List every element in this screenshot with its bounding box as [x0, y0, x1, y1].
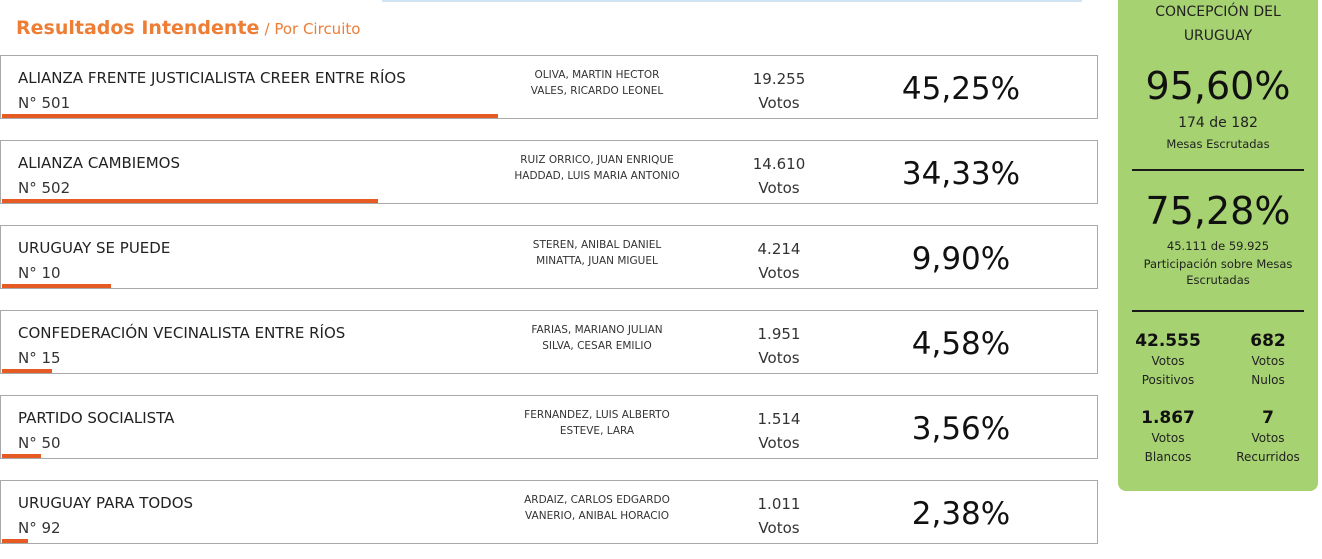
location-name: CONCEPCIÓN DEL URUGUAY: [1155, 4, 1281, 44]
party-name: CONFEDERACIÓN VECINALISTA ENTRE RÍOS: [18, 324, 346, 342]
party-name: PARTIDO SOCIALISTA: [18, 409, 175, 427]
votes-count: 19.255 Votos: [729, 67, 829, 115]
party-name: URUGUAY SE PUEDE: [18, 239, 171, 257]
votos-recurridos: 7 Votos Recurridos: [1218, 407, 1318, 467]
stat-value: 1.867: [1141, 408, 1195, 428]
list-number: N° 50: [18, 434, 61, 452]
summary-divider: [1132, 169, 1304, 171]
vote-percentage: 9,90%: [911, 241, 1011, 277]
result-row[interactable]: ALIANZA FRENTE JUSTICIALISTA CREER ENTRE…: [0, 55, 1098, 119]
candidates: STEREN, ANIBAL DANIEL MINATTA, JUAN MIGU…: [497, 237, 697, 269]
candidates: RUIZ ORRICO, JUAN ENRIQUE HADDAD, LUIS M…: [497, 152, 697, 184]
votes-value: 1.011: [757, 495, 801, 513]
stat-label: Votos: [1251, 431, 1285, 445]
candidates: ARDAIZ, CARLOS EDGARDO VANERIO, ANIBAL H…: [497, 492, 697, 524]
votes-count: 1.514 Votos: [729, 407, 829, 455]
percentage-bar: [2, 114, 498, 118]
candidate-secondary: SILVA, CESAR EMILIO: [542, 340, 652, 352]
votes-label: Votos: [758, 264, 800, 282]
stat-label: Nulos: [1251, 373, 1285, 387]
title-subtitle: / Por Circuito: [264, 20, 361, 38]
candidates: FARIAS, MARIANO JULIAN SILVA, CESAR EMIL…: [497, 322, 697, 354]
stat-value: 7: [1262, 408, 1274, 428]
votes-value: 1.951: [757, 325, 801, 343]
stat-label: Recurridos: [1236, 450, 1300, 464]
result-row[interactable]: URUGUAY SE PUEDE N° 10 STEREN, ANIBAL DA…: [0, 225, 1098, 289]
vote-percentage: 3,56%: [911, 411, 1011, 447]
votes-count: 4.214 Votos: [729, 237, 829, 285]
vote-percentage: 45,25%: [901, 71, 1021, 107]
candidate-secondary: HADDAD, LUIS MARIA ANTONIO: [514, 170, 680, 182]
votes-label: Votos: [758, 349, 800, 367]
page-title: Resultados Intendente / Por Circuito: [16, 17, 360, 39]
percentage-bar: [2, 284, 111, 288]
votes-label: Votos: [758, 94, 800, 112]
vote-percentage: 2,38%: [911, 496, 1011, 532]
result-row[interactable]: PARTIDO SOCIALISTA N° 50 FERNANDEZ, LUIS…: [0, 395, 1098, 459]
votes-label: Votos: [758, 434, 800, 452]
stat-value: 682: [1250, 331, 1286, 351]
vote-percentage: 4,58%: [911, 326, 1011, 362]
candidate-secondary: VANERIO, ANIBAL HORACIO: [525, 510, 669, 522]
votes-count: 1.951 Votos: [729, 322, 829, 370]
list-number: N° 501: [18, 94, 71, 112]
result-row[interactable]: URUGUAY PARA TODOS N° 92 ARDAIZ, CARLOS …: [0, 480, 1098, 544]
candidate-primary: STEREN, ANIBAL DANIEL: [532, 239, 662, 251]
percentage-bar: [2, 539, 29, 543]
candidate-secondary: VALES, RICARDO LEONEL: [530, 85, 664, 97]
summary-panel: CONCEPCIÓN DEL URUGUAY 95,60% 174 de 182…: [1118, 0, 1318, 491]
results-list: ALIANZA FRENTE JUSTICIALISTA CREER ENTRE…: [0, 55, 1098, 559]
vote-percentage: 34,33%: [901, 156, 1021, 192]
votos-blancos: 1.867 Votos Blancos: [1118, 407, 1218, 467]
votes-count: 14.610 Votos: [729, 152, 829, 200]
stat-label: Votos: [1151, 431, 1185, 445]
party-name: URUGUAY PARA TODOS: [18, 494, 194, 512]
stat-label: Positivos: [1141, 373, 1195, 387]
list-number: N° 10: [18, 264, 61, 282]
participation-label: Participación sobre Mesas Escrutadas: [1143, 257, 1293, 287]
result-row[interactable]: CONFEDERACIÓN VECINALISTA ENTRE RÍOS N° …: [0, 310, 1098, 374]
votos-nulos: 682 Votos Nulos: [1218, 330, 1318, 390]
mesas-label: Mesas Escrutadas: [1166, 137, 1270, 151]
candidate-primary: FERNANDEZ, LUIS ALBERTO: [524, 409, 670, 421]
candidate-primary: RUIZ ORRICO, JUAN ENRIQUE: [520, 154, 674, 166]
percentage-bar: [2, 199, 379, 203]
votes-label: Votos: [758, 179, 800, 197]
candidate-primary: ARDAIZ, CARLOS EDGARDO: [524, 494, 670, 506]
stat-value: 42.555: [1135, 331, 1201, 351]
result-row[interactable]: ALIANZA CAMBIEMOS N° 502 RUIZ ORRICO, JU…: [0, 140, 1098, 204]
percentage-bar: [2, 369, 53, 373]
candidates: FERNANDEZ, LUIS ALBERTO ESTEVE, LARA: [497, 407, 697, 439]
party-name: ALIANZA FRENTE JUSTICIALISTA CREER ENTRE…: [18, 69, 406, 87]
mesas-percentage: 95,60%: [1145, 64, 1291, 108]
stat-label: Votos: [1151, 354, 1185, 368]
votes-count: 1.011 Votos: [729, 492, 829, 540]
percentage-bar: [2, 454, 42, 458]
candidate-secondary: MINATTA, JUAN MIGUEL: [536, 255, 658, 267]
title-main: Resultados Intendente: [16, 17, 260, 39]
votes-label: Votos: [758, 519, 800, 537]
candidate-primary: OLIVA, MARTIN HECTOR: [534, 69, 660, 81]
list-number: N° 502: [18, 179, 71, 197]
summary-divider: [1132, 310, 1304, 312]
party-name: ALIANZA CAMBIEMOS: [18, 154, 180, 172]
votes-value: 14.610: [752, 155, 806, 173]
candidates: OLIVA, MARTIN HECTOR VALES, RICARDO LEON…: [497, 67, 697, 99]
list-number: N° 15: [18, 349, 61, 367]
mesas-count: 174 de 182: [1178, 115, 1258, 131]
stat-label: Votos: [1251, 354, 1285, 368]
votos-positivos: 42.555 Votos Positivos: [1118, 330, 1218, 390]
top-divider: [382, 0, 1082, 2]
votes-value: 19.255: [752, 70, 806, 88]
stat-label: Blancos: [1144, 450, 1192, 464]
votes-value: 1.514: [757, 410, 801, 428]
list-number: N° 92: [18, 519, 61, 537]
participation-count: 45.111 de 59.925: [1166, 239, 1270, 253]
candidate-primary: FARIAS, MARIANO JULIAN: [531, 324, 663, 336]
candidate-secondary: ESTEVE, LARA: [559, 425, 635, 437]
votes-value: 4.214: [757, 240, 801, 258]
participation-percentage: 75,28%: [1145, 189, 1291, 233]
